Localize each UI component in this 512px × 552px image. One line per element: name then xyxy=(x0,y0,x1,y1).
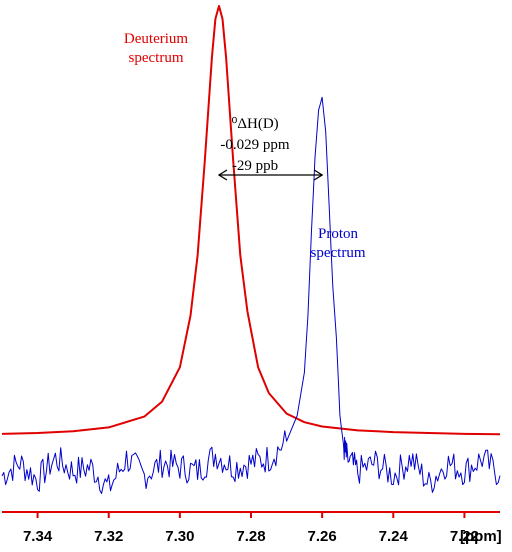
x-tick-label: 7.26 xyxy=(308,528,337,545)
deuterium-spectrum-line xyxy=(1,5,501,436)
proton-label-line2: spectrum xyxy=(311,245,366,261)
shift-annotation-line2: -0.029 ppm xyxy=(220,137,289,153)
x-tick-label: 7.34 xyxy=(23,528,53,545)
x-axis-ticks: 7.34 7.32 7.30 7.28 7.26 7.24 7.22 xyxy=(23,512,479,545)
shift-arrow xyxy=(217,169,324,181)
shift-arrow-head-left xyxy=(217,169,228,181)
x-tick-label: 7.30 xyxy=(165,528,194,545)
x-tick-label: 7.22 xyxy=(450,528,479,545)
x-axis-unit-label: [ppm] xyxy=(460,528,502,545)
proton-spectrum-line xyxy=(1,96,501,494)
x-tick-label: 7.28 xyxy=(236,528,265,545)
proton-label-line1: Proton xyxy=(318,226,359,242)
x-tick-label: 7.24 xyxy=(379,528,409,545)
series-layer xyxy=(1,5,501,494)
shift-annotation-line1: ⁰ΔH(D) xyxy=(231,116,278,132)
deuterium-label-line1: Deuterium xyxy=(124,31,188,47)
shift-arrow-head-right xyxy=(313,169,324,181)
deuterium-label-line2: spectrum xyxy=(129,50,184,66)
x-tick-label: 7.32 xyxy=(94,528,123,545)
shift-annotation-line3: -29 ppb xyxy=(232,158,278,174)
